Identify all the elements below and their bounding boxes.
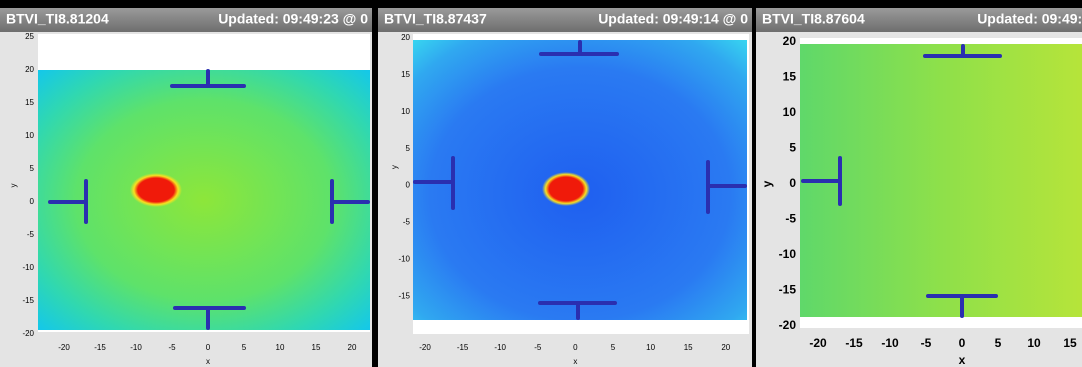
panel-title: BTVI_TI8.81204 <box>6 11 109 27</box>
x-tick-label: 10 <box>276 343 285 352</box>
y-tick-label: 15 <box>25 98 34 107</box>
y-tick-label: 10 <box>783 105 797 119</box>
y-axis-label: y <box>9 184 18 188</box>
x-axis-label: x <box>573 357 577 366</box>
x-tick-label: 5 <box>611 343 616 352</box>
y-tick-label: -20 <box>22 329 34 338</box>
y-tick-label: 0 <box>30 197 35 206</box>
beam-spot <box>542 172 590 206</box>
screen: BTVI_TI8.81204 Updated: 09:49:23 @ 0 25 20 1… <box>0 0 1082 367</box>
y-tick-label: 10 <box>25 131 34 140</box>
y-tick-label: -20 <box>779 318 797 332</box>
y-tick-label: -10 <box>398 255 410 264</box>
top-bar <box>0 0 1082 8</box>
x-tick-label: 0 <box>573 343 578 352</box>
y-tick-label: 5 <box>406 144 411 153</box>
x-axis-label: x <box>206 357 210 366</box>
y-tick-label: -15 <box>22 296 34 305</box>
x-tick-label: -20 <box>58 343 70 352</box>
x-tick-label: -10 <box>881 336 899 350</box>
y-tick-label: 0 <box>406 181 411 190</box>
x-tick-label: -15 <box>94 343 106 352</box>
updated-time: Updated: 09:49:1 <box>977 11 1082 27</box>
y-tick-label: -10 <box>22 263 34 272</box>
panel-title: BTVI_TI8.87437 <box>384 11 487 27</box>
updated-time: Updated: 09:49:23 @ 0 <box>218 11 368 27</box>
y-tick-label: 20 <box>783 34 797 48</box>
x-tick-label: 15 <box>312 343 321 352</box>
x-tick-label: -20 <box>419 343 431 352</box>
y-tick-label: -5 <box>403 218 411 227</box>
x-tick-label: -20 <box>809 336 827 350</box>
y-tick-label: 20 <box>401 33 410 42</box>
y-tick-label: -5 <box>27 230 35 239</box>
y-tick-label: -10 <box>779 247 797 261</box>
x-tick-label: -10 <box>494 343 506 352</box>
y-axis-label: y <box>390 165 399 169</box>
y-axis-label: y <box>760 180 774 187</box>
x-tick-label: 20 <box>721 343 730 352</box>
y-tick-label: 10 <box>401 107 410 116</box>
x-tick-label: -15 <box>845 336 863 350</box>
x-tick-label: 20 <box>348 343 357 352</box>
y-tick-label: 0 <box>789 176 796 190</box>
beam-spot <box>130 173 182 207</box>
y-tick-label: 15 <box>783 70 797 84</box>
y-tick-label: 5 <box>789 141 796 155</box>
x-tick-label: 0 <box>959 336 966 350</box>
x-tick-label: 5 <box>995 336 1002 350</box>
x-tick-label: -10 <box>130 343 142 352</box>
x-tick-label: 5 <box>242 343 247 352</box>
x-tick-label: 15 <box>684 343 693 352</box>
x-tick-label: -5 <box>168 343 176 352</box>
y-tick-label: 15 <box>401 70 410 79</box>
y-tick-label: 5 <box>30 164 35 173</box>
camera-image <box>800 44 1082 317</box>
y-tick-label: -15 <box>779 283 797 297</box>
x-axis-label: x <box>959 353 966 367</box>
x-tick-label: -15 <box>457 343 469 352</box>
x-tick-label: -5 <box>534 343 542 352</box>
x-tick-label: 10 <box>1027 336 1041 350</box>
y-tick-label: -5 <box>785 212 796 226</box>
x-tick-label: 10 <box>646 343 655 352</box>
y-tick-label: 25 <box>25 32 34 41</box>
x-tick-label: 15 <box>1063 336 1077 350</box>
panel-title: BTVI_TI8.87604 <box>762 11 865 27</box>
y-tick-label: -15 <box>398 291 410 300</box>
x-tick-label: -5 <box>921 336 932 350</box>
updated-time: Updated: 09:49:14 @ 0 <box>598 11 748 27</box>
x-tick-label: 0 <box>206 343 211 352</box>
y-tick-label: 20 <box>25 65 34 74</box>
